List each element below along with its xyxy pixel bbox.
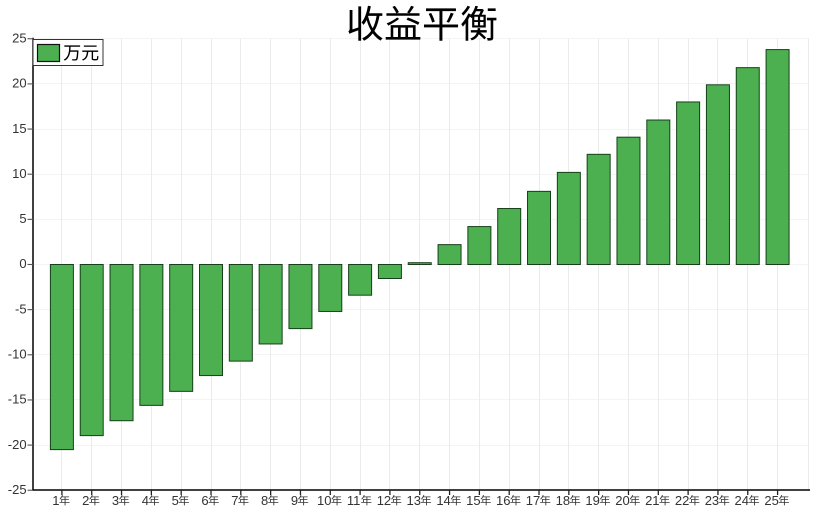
svg-text:10: 10 xyxy=(317,493,331,508)
svg-text:9: 9 xyxy=(291,493,298,508)
svg-text:13: 13 xyxy=(407,493,421,508)
svg-text:-5: -5 xyxy=(15,301,27,316)
svg-text:-15: -15 xyxy=(8,392,27,407)
svg-text:21: 21 xyxy=(645,493,659,508)
svg-text:17: 17 xyxy=(526,493,540,508)
svg-text:24: 24 xyxy=(735,493,749,508)
svg-text:22: 22 xyxy=(675,493,689,508)
svg-text:7: 7 xyxy=(231,493,238,508)
svg-text:-25: -25 xyxy=(8,482,27,497)
svg-text:10: 10 xyxy=(12,166,26,181)
svg-text:20: 20 xyxy=(615,493,629,508)
svg-text:23: 23 xyxy=(705,493,719,508)
svg-text:15: 15 xyxy=(12,121,26,136)
svg-text:-10: -10 xyxy=(8,347,27,362)
svg-text:14: 14 xyxy=(436,493,450,508)
svg-text:12: 12 xyxy=(377,493,391,508)
svg-text:25: 25 xyxy=(12,30,26,45)
svg-text:0: 0 xyxy=(19,256,26,271)
svg-text:1: 1 xyxy=(52,493,59,508)
svg-text:11: 11 xyxy=(347,493,361,508)
svg-text:20: 20 xyxy=(12,76,26,91)
svg-text:5: 5 xyxy=(172,493,179,508)
svg-text:-20: -20 xyxy=(8,437,27,452)
svg-text:6: 6 xyxy=(201,493,208,508)
svg-text:18: 18 xyxy=(556,493,570,508)
svg-text:5: 5 xyxy=(19,211,26,226)
svg-text:16: 16 xyxy=(496,493,510,508)
svg-text:8: 8 xyxy=(261,493,268,508)
svg-text:2: 2 xyxy=(82,493,89,508)
svg-text:4: 4 xyxy=(142,493,149,508)
svg-text:3: 3 xyxy=(112,493,119,508)
svg-text:15: 15 xyxy=(466,493,480,508)
svg-text:19: 19 xyxy=(585,493,599,508)
svg-text:25: 25 xyxy=(764,493,778,508)
